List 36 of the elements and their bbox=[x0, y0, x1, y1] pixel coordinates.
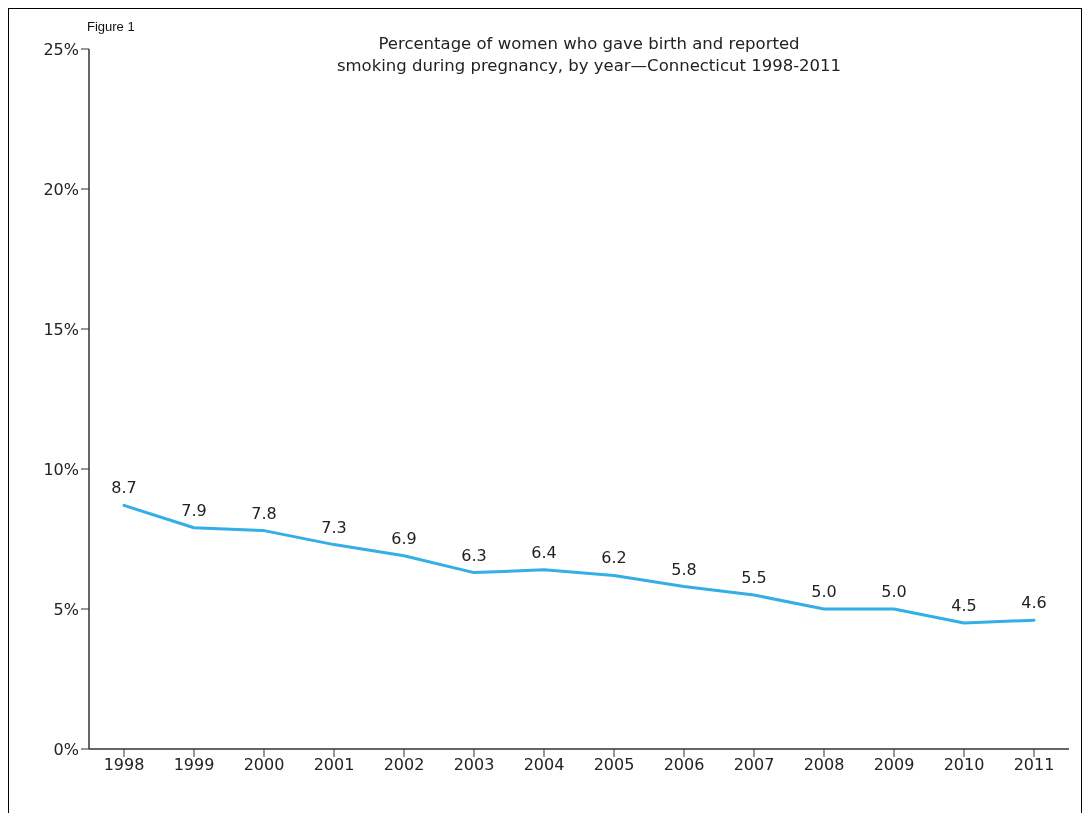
x-tick-label: 1999 bbox=[173, 755, 215, 775]
x-tick-label: 2010 bbox=[943, 755, 985, 775]
x-tick-label: 2002 bbox=[383, 755, 425, 775]
x-tick-label: 2007 bbox=[733, 755, 775, 775]
y-tick-label: 10% bbox=[43, 459, 79, 479]
y-tick-label: 0% bbox=[53, 739, 79, 759]
x-tick-label: 2004 bbox=[523, 755, 565, 775]
x-tick-label: 2005 bbox=[593, 755, 635, 775]
x-tick-label: 2001 bbox=[313, 755, 355, 775]
data-label: 6.2 bbox=[601, 548, 627, 568]
data-label: 5.0 bbox=[811, 582, 837, 601]
x-tick-label: 2003 bbox=[453, 755, 495, 775]
y-tick-label: 15% bbox=[43, 319, 79, 339]
data-label: 7.9 bbox=[181, 500, 207, 520]
data-label: 4.5 bbox=[951, 596, 977, 615]
y-tick-label: 5% bbox=[53, 599, 79, 619]
x-tick-label: 2009 bbox=[873, 755, 915, 775]
data-label: 6.4 bbox=[531, 542, 557, 562]
data-label: 6.3 bbox=[461, 545, 487, 565]
chart-title: Percentage of women who gave birth and reported smoking during pregnancy, by year—Connecticut 1998-2011 bbox=[335, 33, 843, 77]
x-tick-label: 1998 bbox=[103, 755, 145, 775]
y-tick-label: 20% bbox=[43, 179, 79, 199]
data-label: 6.9 bbox=[391, 528, 417, 548]
data-label: 5.5 bbox=[741, 568, 767, 587]
x-tick-label: 2006 bbox=[663, 755, 705, 775]
data-label: 7.8 bbox=[251, 503, 277, 523]
x-tick-label: 2000 bbox=[243, 755, 285, 775]
data-label: 5.8 bbox=[671, 559, 697, 579]
x-tick-label: 2008 bbox=[803, 755, 845, 775]
y-tick-label: 25% bbox=[43, 39, 79, 59]
data-label: 8.7 bbox=[111, 478, 137, 498]
data-label: 7.3 bbox=[321, 517, 347, 537]
caption: Figure 1 bbox=[87, 19, 135, 34]
data-label: 5.0 bbox=[881, 582, 907, 601]
x-tick-label: 2011 bbox=[1013, 755, 1055, 775]
data-label: 4.6 bbox=[1021, 593, 1047, 613]
